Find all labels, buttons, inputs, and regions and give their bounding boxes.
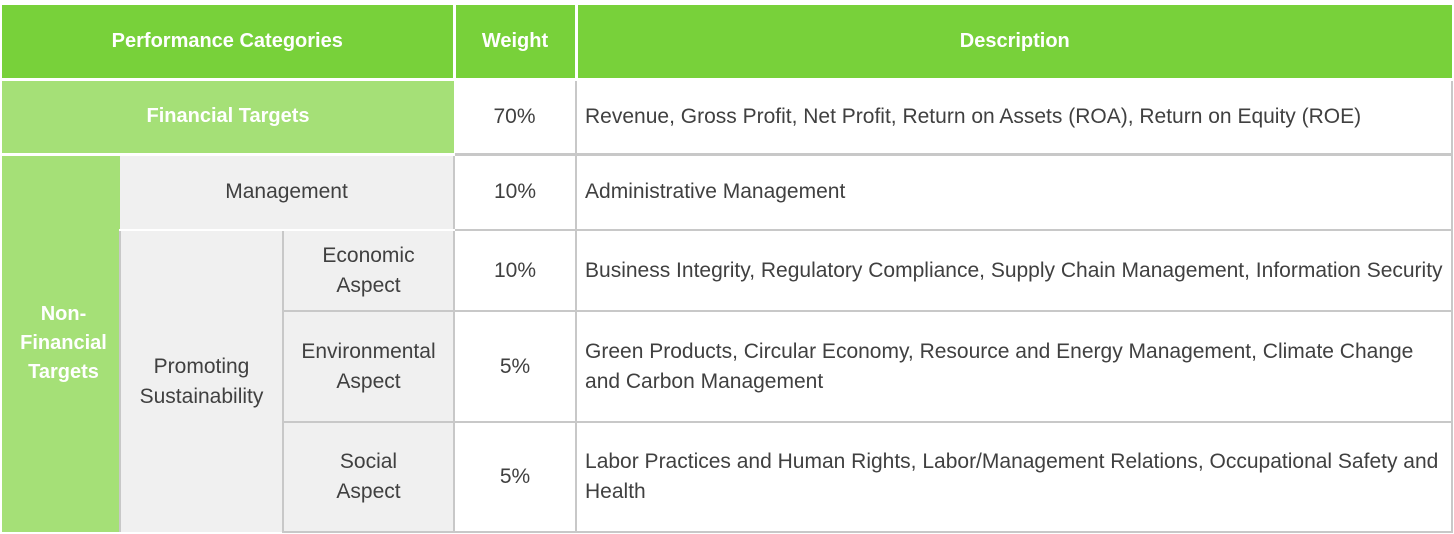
financial-targets-label: Financial Targets	[2, 79, 455, 156]
social-weight: 5%	[454, 422, 578, 533]
environmental-aspect-text: Environmental Aspect	[301, 339, 436, 393]
table-row: Environmental Aspect 5% Green Products, …	[2, 311, 1454, 423]
social-aspect-label: Social Aspect	[283, 422, 456, 533]
header-row: Performance Categories Weight Descriptio…	[2, 5, 1453, 81]
header-description: Description	[576, 5, 1453, 81]
performance-table: Performance Categories Weight Descriptio…	[2, 5, 1454, 533]
promoting-sustainability-label: Promoting Sustainability	[119, 229, 284, 532]
financial-description: Revenue, Gross Profit, Net Profit, Retur…	[576, 79, 1454, 156]
environmental-aspect-label: Environmental Aspect	[283, 311, 456, 423]
table-row: Social Aspect 5% Labor Practices and Hum…	[2, 422, 1454, 533]
economic-description: Business Integrity, Regulatory Complianc…	[576, 230, 1454, 312]
management-label: Management	[120, 154, 456, 231]
economic-weight: 10%	[454, 230, 578, 312]
non-financial-targets-label: Non-Financial Targets	[2, 154, 120, 532]
social-description: Labor Practices and Human Rights, Labor/…	[576, 422, 1454, 533]
table-row: Financial Targets 70% Revenue, Gross Pro…	[2, 79, 1454, 156]
table-row: Non-Financial Targets Management 10% Adm…	[2, 154, 1454, 532]
table-row: Promoting Sustainability Economic Aspect…	[2, 229, 1454, 532]
economic-aspect-text: Economic Aspect	[322, 243, 415, 297]
economic-aspect-label: Economic Aspect	[283, 229, 456, 312]
management-weight: 10%	[454, 154, 578, 231]
header-performance-categories: Performance Categories	[2, 5, 456, 81]
management-description: Administrative Management	[576, 154, 1454, 231]
social-aspect-text: Social Aspect	[336, 450, 401, 503]
promoting-sustainability-text: Promoting Sustainability	[139, 354, 264, 408]
financial-weight: 70%	[454, 79, 578, 156]
header-weight: Weight	[454, 5, 578, 81]
environmental-description: Green Products, Circular Economy, Resour…	[576, 311, 1454, 423]
environmental-weight: 5%	[454, 311, 578, 423]
non-financial-targets-text: Non-Financial Targets	[20, 303, 107, 384]
